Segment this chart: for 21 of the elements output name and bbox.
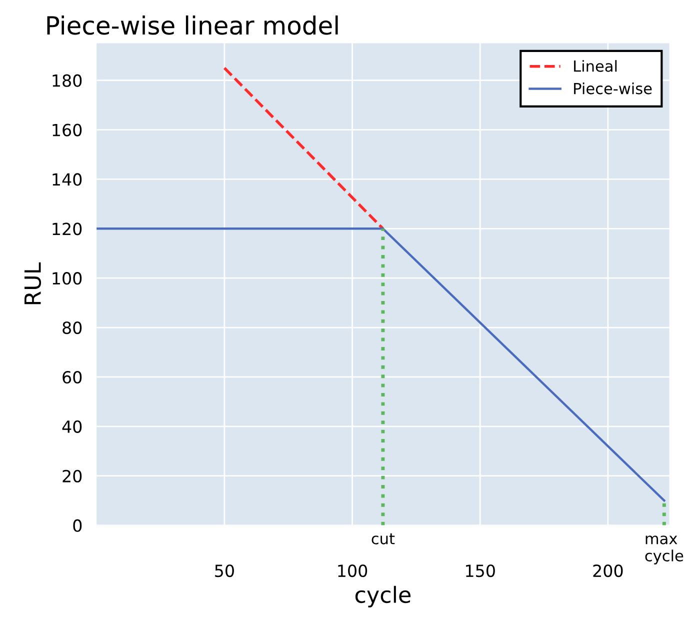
- x-tick-label: 50: [215, 564, 234, 578]
- x-tick-label: 150: [466, 564, 495, 578]
- y-axis-title: RUL: [24, 262, 42, 304]
- ref-line-label: max cycle: [645, 536, 684, 564]
- ref-line-label: cut: [372, 533, 395, 544]
- x-tick-label: 100: [338, 564, 368, 578]
- y-tick-label: 100: [52, 272, 82, 285]
- y-tick-label: 120: [52, 222, 82, 236]
- y-tick-label: 80: [62, 322, 82, 334]
- y-tick-label: 140: [52, 173, 82, 186]
- y-tick-label: 180: [52, 74, 82, 87]
- legend-label: Lineal: [574, 60, 617, 72]
- y-tick-label: 40: [62, 420, 82, 433]
- legend-label: Piece-wise: [574, 82, 652, 94]
- y-tick-label: 160: [52, 124, 82, 136]
- chart-title: Piece-wise linear model: [47, 15, 338, 35]
- y-tick-label: 60: [62, 370, 82, 384]
- x-tick-label: 200: [593, 564, 623, 578]
- x-axis-title: cycle: [355, 586, 410, 608]
- y-tick-label: 0: [73, 519, 82, 532]
- y-tick-label: 20: [62, 470, 82, 482]
